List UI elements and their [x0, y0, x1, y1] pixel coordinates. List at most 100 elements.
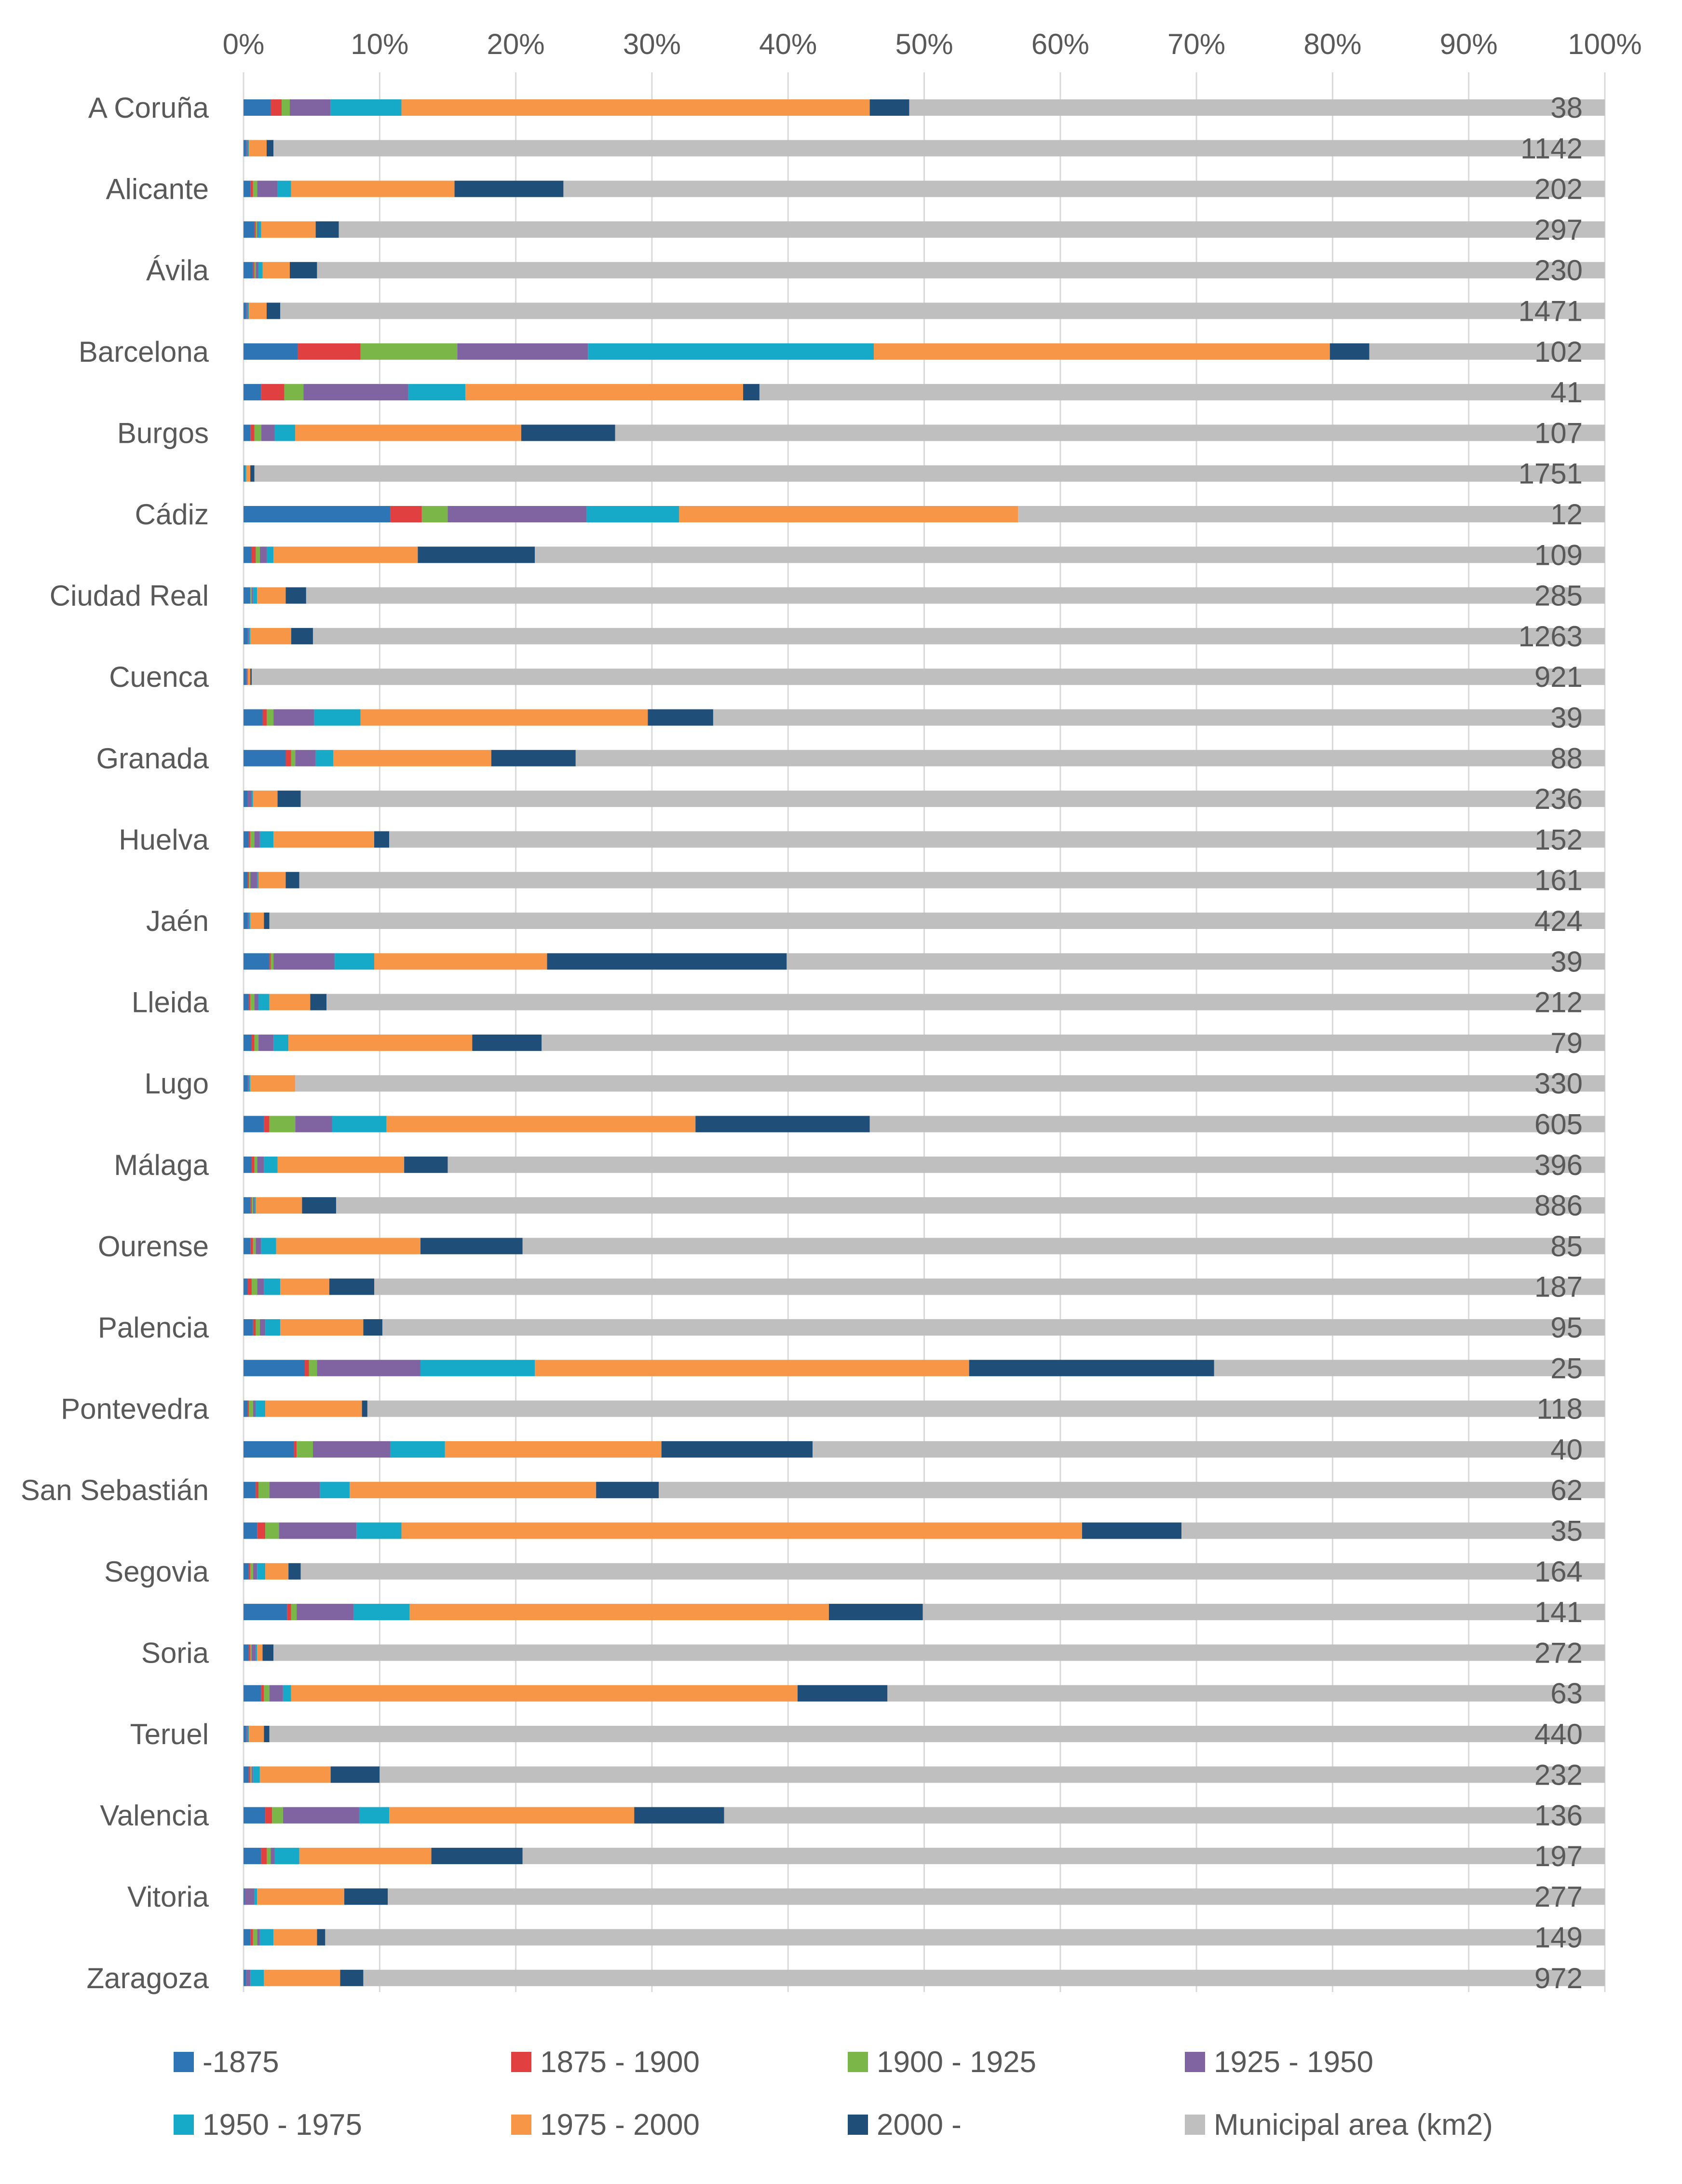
legend-item: 1925 - 1950	[1185, 2045, 1373, 2079]
bar-segment	[254, 262, 256, 279]
bar-segment	[250, 180, 253, 197]
legend-label: 2000 -	[877, 2108, 962, 2142]
bar-row	[244, 1888, 1605, 1905]
bar-segment	[244, 424, 251, 441]
bar-segment	[547, 953, 787, 970]
category-label: Málaga	[114, 1149, 209, 1181]
x-tick-label: 50%	[895, 28, 953, 60]
area-value-label: 272	[1534, 1637, 1583, 1669]
bar-segment	[244, 1847, 261, 1864]
bar-segment-municipal-area	[306, 587, 1605, 604]
bar-segment-municipal-area	[522, 1847, 1605, 1864]
bar-segment	[277, 791, 301, 807]
bar-segment	[1082, 1522, 1182, 1539]
bar-segment	[258, 1482, 270, 1499]
bar-segment	[374, 953, 547, 970]
bar-segment	[250, 994, 255, 1010]
bar-segment	[279, 1522, 357, 1539]
bar-segment	[256, 1319, 260, 1336]
bar-segment-municipal-area	[535, 546, 1605, 563]
bar-segment	[244, 1075, 248, 1092]
bar-segment	[253, 262, 255, 279]
bar-segment	[249, 140, 267, 157]
bar-segment	[244, 628, 248, 644]
bar-segment	[257, 1644, 263, 1661]
bar-segment	[244, 1522, 258, 1539]
bar-segment	[244, 1482, 256, 1499]
bar-segment	[254, 1034, 259, 1051]
bar-segment	[360, 343, 458, 360]
bar-segment	[261, 1685, 264, 1702]
bar-row	[244, 831, 1605, 848]
legend-label: 1975 - 2000	[540, 2108, 700, 2142]
area-value-label: 136	[1534, 1800, 1583, 1832]
bar-row	[244, 994, 1605, 1010]
bar-segment	[250, 1238, 253, 1255]
area-value-label: 88	[1550, 742, 1583, 775]
bar-segment	[303, 384, 408, 401]
bar-row	[244, 1278, 1605, 1295]
bar-segment	[588, 343, 874, 360]
bar-segment-municipal-area	[251, 669, 1605, 685]
category-label: Palencia	[98, 1311, 209, 1344]
bar-row	[244, 99, 1605, 116]
legend-swatch	[848, 2052, 868, 2072]
bar-segment	[249, 831, 251, 848]
bar-segment-municipal-area	[299, 872, 1605, 888]
x-tick-label: 80%	[1303, 28, 1361, 60]
bar-segment	[247, 1400, 249, 1417]
bar-segment	[359, 1807, 390, 1824]
bar-segment	[317, 1360, 420, 1377]
bar-segment-municipal-area	[300, 1563, 1605, 1580]
bar-segment	[244, 1888, 255, 1905]
bar-row	[244, 1807, 1605, 1824]
bar-segment	[265, 1319, 281, 1336]
bar-segment	[266, 1847, 271, 1864]
bar-row	[244, 384, 1605, 401]
bar-segment	[457, 343, 588, 360]
bar-segment	[244, 1156, 252, 1173]
area-value-label: 277	[1534, 1881, 1583, 1913]
bar-segment	[244, 262, 253, 279]
bar-segment	[249, 994, 251, 1010]
bar-segment	[244, 1766, 249, 1783]
bar-segment-municipal-area	[363, 1969, 1605, 1986]
area-value-label: 1263	[1519, 620, 1583, 653]
bars	[244, 99, 1605, 1986]
bar-segment	[256, 546, 260, 563]
bar-row	[244, 750, 1605, 766]
bar-segment	[253, 1400, 256, 1417]
bar-segment	[264, 1116, 270, 1133]
area-value-label: 212	[1534, 986, 1583, 1019]
bar-segment	[244, 709, 263, 726]
bar-segment	[244, 1034, 252, 1051]
bar-row	[244, 1441, 1605, 1458]
bar-segment	[404, 1156, 448, 1173]
legend-label: 1925 - 1950	[1214, 2045, 1373, 2079]
bar-segment	[244, 1278, 248, 1295]
bar-segment	[247, 913, 249, 929]
bar-segment	[253, 180, 258, 197]
bar-segment	[258, 994, 270, 1010]
bar-segment	[244, 750, 286, 766]
bar-segment	[320, 1482, 350, 1499]
bar-segment	[264, 1969, 340, 1986]
area-value-label: 41	[1550, 376, 1583, 409]
bar-row	[244, 140, 1605, 157]
bar-segment	[291, 1685, 798, 1702]
bar-segment	[247, 1726, 249, 1742]
bar-segment	[253, 1197, 255, 1214]
x-tick-label: 70%	[1167, 28, 1225, 60]
area-value-label: 424	[1534, 905, 1583, 937]
bar-row	[244, 628, 1605, 644]
bar-segment	[262, 709, 267, 726]
bar-row	[244, 424, 1605, 441]
bar-segment	[244, 1197, 251, 1214]
bar-segment-municipal-area	[317, 262, 1605, 279]
bar-segment	[291, 750, 296, 766]
legend-swatch	[848, 2115, 868, 2135]
bar-segment	[1329, 343, 1370, 360]
bar-row	[244, 709, 1605, 726]
bar-segment	[257, 1522, 266, 1539]
bar-segment	[250, 831, 255, 848]
